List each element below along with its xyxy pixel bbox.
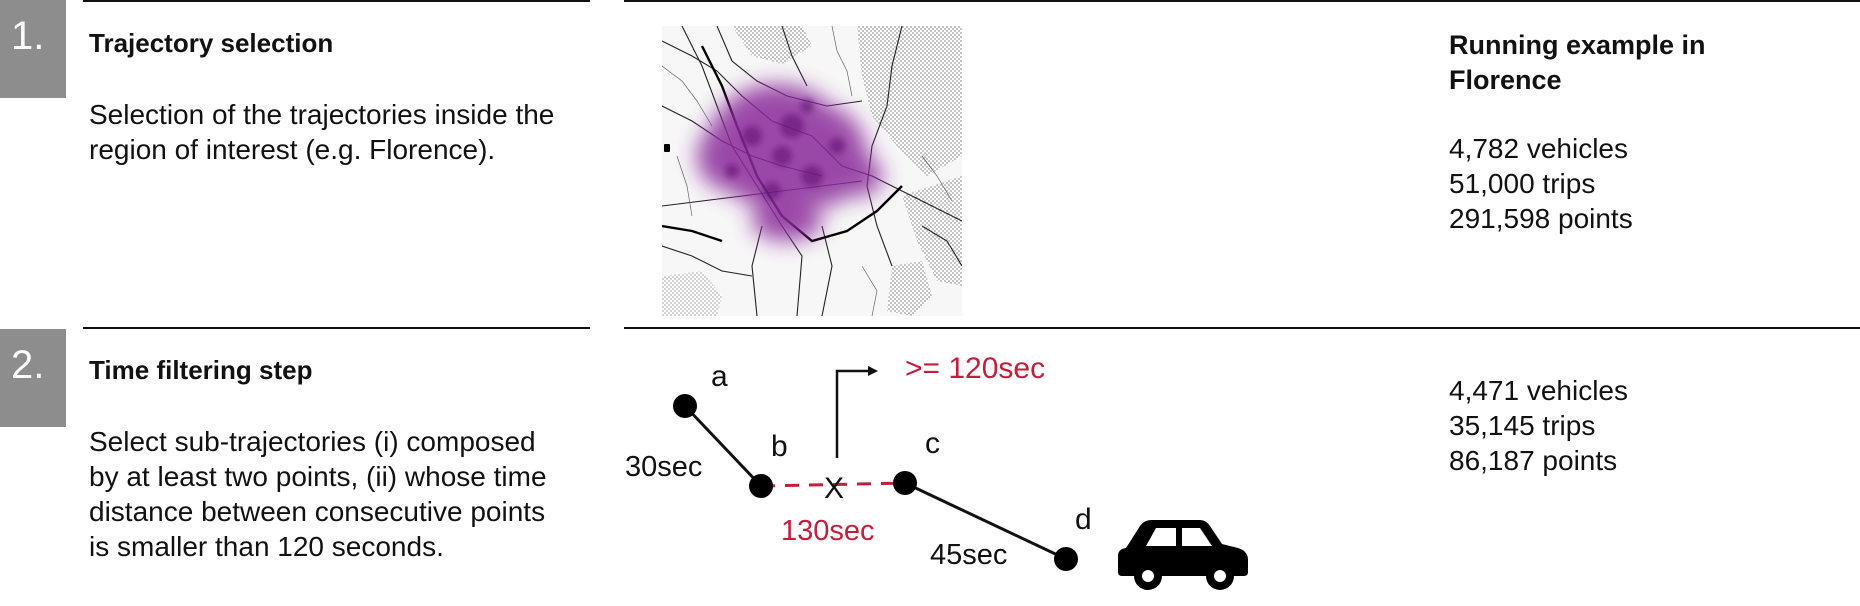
step-2-number: 2. — [11, 343, 45, 387]
step-2-title: Time filtering step — [89, 355, 313, 385]
segment-a-b — [683, 404, 763, 488]
step-2-number-box: 2. — [0, 329, 66, 427]
step-2-description: Select sub-trajectories (i) composed by … — [89, 426, 547, 562]
step-2-stat-points: 86,187 points — [1449, 445, 1618, 476]
step-2-stat-trips: 35,145 trips — [1449, 410, 1596, 441]
threshold-arrowhead — [868, 366, 878, 376]
point-b-label: b — [771, 430, 788, 463]
gap-bc-label: 130sec — [781, 515, 875, 547]
point-d — [1054, 547, 1078, 571]
florence-map-svg — [662, 26, 962, 316]
point-b — [749, 474, 773, 498]
middle-rule-left — [83, 327, 590, 329]
step-1-number-box: 1. — [0, 0, 66, 98]
step-1-title: Trajectory selection — [89, 28, 334, 58]
step-1-number: 1. — [11, 14, 45, 58]
step-1-stat-vehicles: 4,782 vehicles — [1449, 133, 1629, 164]
time-filter-diagram: a b c d >= 120sec 30sec 130sec 45sec X — [625, 352, 1248, 590]
running-example-heading: Running example in Florence — [1449, 30, 1706, 95]
step-1-stats: 4,782 vehicles 51,000 trips 291,598 poin… — [1449, 131, 1633, 236]
step-1-stat-points: 291,598 points — [1449, 203, 1633, 234]
point-c-label: c — [925, 427, 940, 460]
florence-density-map — [662, 26, 962, 316]
point-a — [673, 394, 697, 418]
top-rule-left — [83, 0, 590, 2]
point-c — [893, 471, 917, 495]
segment-c-d — [904, 481, 1067, 561]
threshold-arrow — [835, 369, 870, 458]
top-rule-right — [624, 0, 1860, 2]
step-2-stats: 4,471 vehicles 35,145 trips 86,187 point… — [1449, 373, 1628, 478]
step-2-stat-vehicles: 4,471 vehicles — [1449, 375, 1629, 406]
cut-mark: X — [824, 472, 844, 505]
step-1-description: Selection of the trajectories inside the… — [89, 99, 555, 165]
segment-b-c-removed — [760, 481, 906, 488]
point-a-label: a — [711, 360, 728, 393]
threshold-label: >= 120sec — [905, 352, 1045, 385]
middle-rule-right — [624, 327, 1860, 329]
car-icon — [1118, 520, 1248, 590]
point-d-label: d — [1075, 503, 1092, 536]
step-1-stat-trips: 51,000 trips — [1449, 168, 1596, 199]
gap-cd-label: 45sec — [930, 539, 1007, 571]
gap-ab-label: 30sec — [625, 451, 702, 483]
